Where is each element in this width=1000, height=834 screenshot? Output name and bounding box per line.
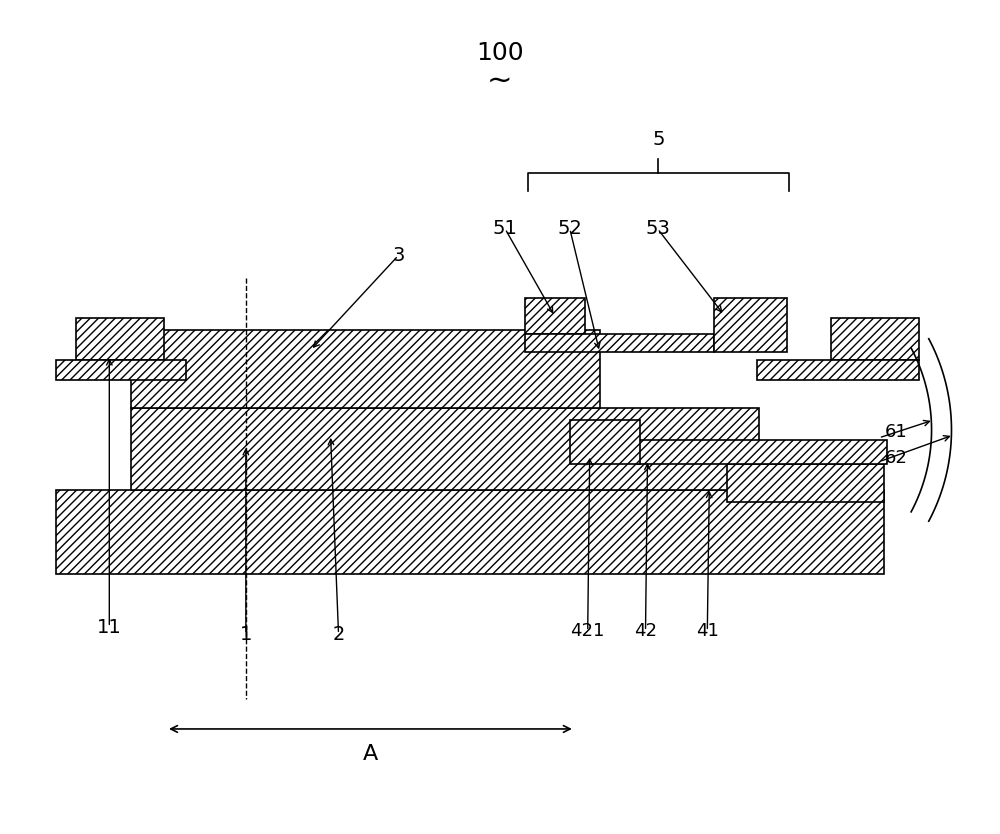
Bar	[570, 420, 640, 464]
Bar	[56, 360, 186, 380]
Text: 52: 52	[557, 219, 582, 239]
Text: A: A	[363, 744, 378, 764]
Text: 41: 41	[696, 622, 719, 641]
Bar	[525, 299, 585, 334]
Bar	[56, 490, 884, 575]
Bar	[714, 299, 787, 352]
Text: ~: ~	[487, 67, 513, 96]
Bar	[131, 408, 759, 490]
Bar	[131, 330, 600, 408]
Bar	[636, 440, 887, 464]
Bar	[831, 319, 919, 360]
Text: 61: 61	[885, 423, 907, 441]
Text: 62: 62	[885, 449, 908, 467]
Text: 51: 51	[493, 219, 517, 239]
Text: 5: 5	[652, 130, 665, 149]
Bar	[525, 334, 714, 352]
Bar	[76, 319, 164, 360]
Text: 1: 1	[240, 625, 252, 644]
Bar	[757, 360, 919, 380]
Text: 42: 42	[634, 622, 657, 641]
Text: 2: 2	[332, 625, 345, 644]
Text: 11: 11	[97, 618, 122, 637]
Text: 100: 100	[476, 41, 524, 65]
Bar	[727, 464, 884, 502]
Text: 3: 3	[392, 246, 405, 265]
Text: 421: 421	[571, 622, 605, 641]
Text: 53: 53	[645, 219, 670, 239]
